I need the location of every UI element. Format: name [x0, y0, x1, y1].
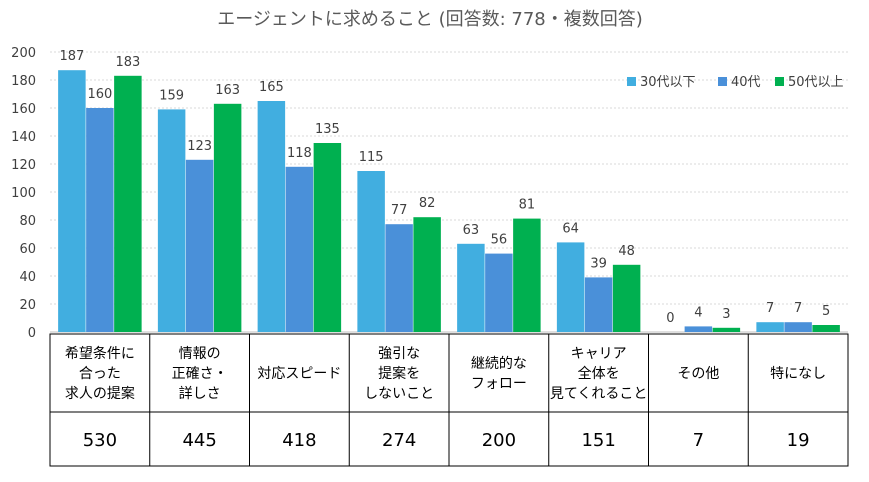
category-total: 445	[182, 430, 216, 451]
bar	[556, 242, 585, 332]
bar	[612, 264, 641, 332]
data-label: 48	[618, 244, 635, 259]
y-tick-label: 20	[19, 298, 36, 313]
bar	[357, 171, 385, 332]
data-labels: 187 159 165 115 63 64 0 7 160 123 118 77 56 39 4 7 183 16…	[59, 49, 830, 326]
data-label: 159	[159, 88, 184, 103]
bar	[257, 101, 286, 332]
data-label: 3	[722, 307, 730, 322]
category-label: 継続的な	[471, 355, 527, 372]
legend-label: 30代以下	[640, 75, 696, 90]
bar	[457, 243, 485, 332]
data-label: 163	[215, 83, 240, 98]
bar	[285, 166, 314, 332]
legend-swatch	[718, 77, 727, 86]
data-label: 63	[463, 223, 480, 238]
y-tick-label: 60	[19, 242, 36, 257]
data-label: 4	[694, 305, 702, 320]
data-label: 7	[766, 301, 774, 316]
category-label: 正確さ・	[172, 366, 228, 382]
category-label: 全体を	[578, 365, 620, 382]
bar	[86, 108, 114, 332]
data-label: 118	[287, 146, 312, 161]
bar	[812, 325, 840, 332]
category-label: 合った	[79, 366, 121, 382]
y-tick-label: 0	[28, 326, 36, 341]
data-label: 56	[491, 233, 508, 248]
data-label: 183	[115, 55, 140, 70]
category-label: 詳しさ	[179, 386, 221, 402]
category-total: 530	[83, 430, 117, 451]
category-total: 274	[382, 430, 416, 451]
category-label: その他	[677, 366, 719, 382]
legend-swatch	[627, 77, 636, 86]
y-tick-label: 200	[11, 46, 36, 61]
bar	[185, 159, 214, 332]
y-tick-label: 140	[11, 130, 36, 145]
y-tick-label: 180	[11, 74, 36, 89]
category-label: 情報の	[179, 346, 221, 362]
bar	[157, 109, 186, 333]
data-label: 123	[187, 139, 212, 154]
data-label: 115	[359, 150, 384, 165]
y-tick-label: 40	[19, 270, 36, 285]
data-label: 39	[590, 256, 607, 271]
data-label: 7	[794, 301, 802, 316]
y-tick-label: 120	[11, 158, 36, 173]
chart-title: エージェントに求めること (回答数: 778・複数回答)	[217, 9, 643, 30]
bar	[513, 218, 541, 332]
data-label: 82	[419, 196, 436, 211]
bar	[712, 327, 741, 332]
category-total: 151	[581, 430, 615, 451]
data-label: 77	[391, 203, 408, 218]
data-label: 64	[562, 221, 579, 236]
data-label: 187	[59, 49, 84, 64]
data-label: 135	[315, 122, 340, 137]
legend-label: 40代	[731, 75, 761, 90]
category-label: 提案を	[378, 365, 420, 382]
category-total: 418	[282, 430, 316, 451]
bar	[58, 70, 86, 332]
category-label: 見てくれること	[550, 386, 648, 402]
bar	[114, 75, 142, 333]
category-total: 19	[787, 430, 810, 451]
category-total: 200	[482, 430, 516, 451]
legend-label: 50代以上	[788, 75, 844, 90]
bar	[213, 103, 242, 332]
bar	[584, 277, 613, 332]
legend-swatch	[775, 77, 784, 86]
bar	[413, 217, 441, 332]
data-label: 81	[519, 198, 536, 213]
category-label: しないこと	[364, 386, 434, 402]
y-tick-label: 80	[19, 214, 36, 229]
bar	[784, 322, 812, 332]
category-label: フォロー	[471, 376, 527, 392]
category-total: 7	[693, 430, 704, 451]
bar	[485, 253, 513, 332]
bar	[756, 322, 784, 332]
category-label: 希望条件に	[65, 345, 135, 362]
data-label: 0	[666, 311, 674, 326]
category-label: 求人の提案	[65, 385, 135, 402]
bar	[684, 326, 713, 332]
y-tick-label: 160	[11, 102, 36, 117]
category-label: キャリア	[571, 346, 627, 362]
data-label: 5	[822, 304, 830, 319]
bar	[385, 224, 413, 332]
data-label: 165	[259, 80, 284, 95]
legend: 30代以下 40代 50代以上	[627, 75, 844, 90]
data-label: 160	[87, 87, 112, 102]
bars	[58, 70, 840, 333]
category-label: 対応スピード	[257, 366, 341, 382]
category-label: 特になし	[770, 366, 826, 382]
bar	[313, 143, 342, 332]
category-label: 強引な	[378, 346, 420, 362]
y-tick-label: 100	[11, 186, 36, 201]
